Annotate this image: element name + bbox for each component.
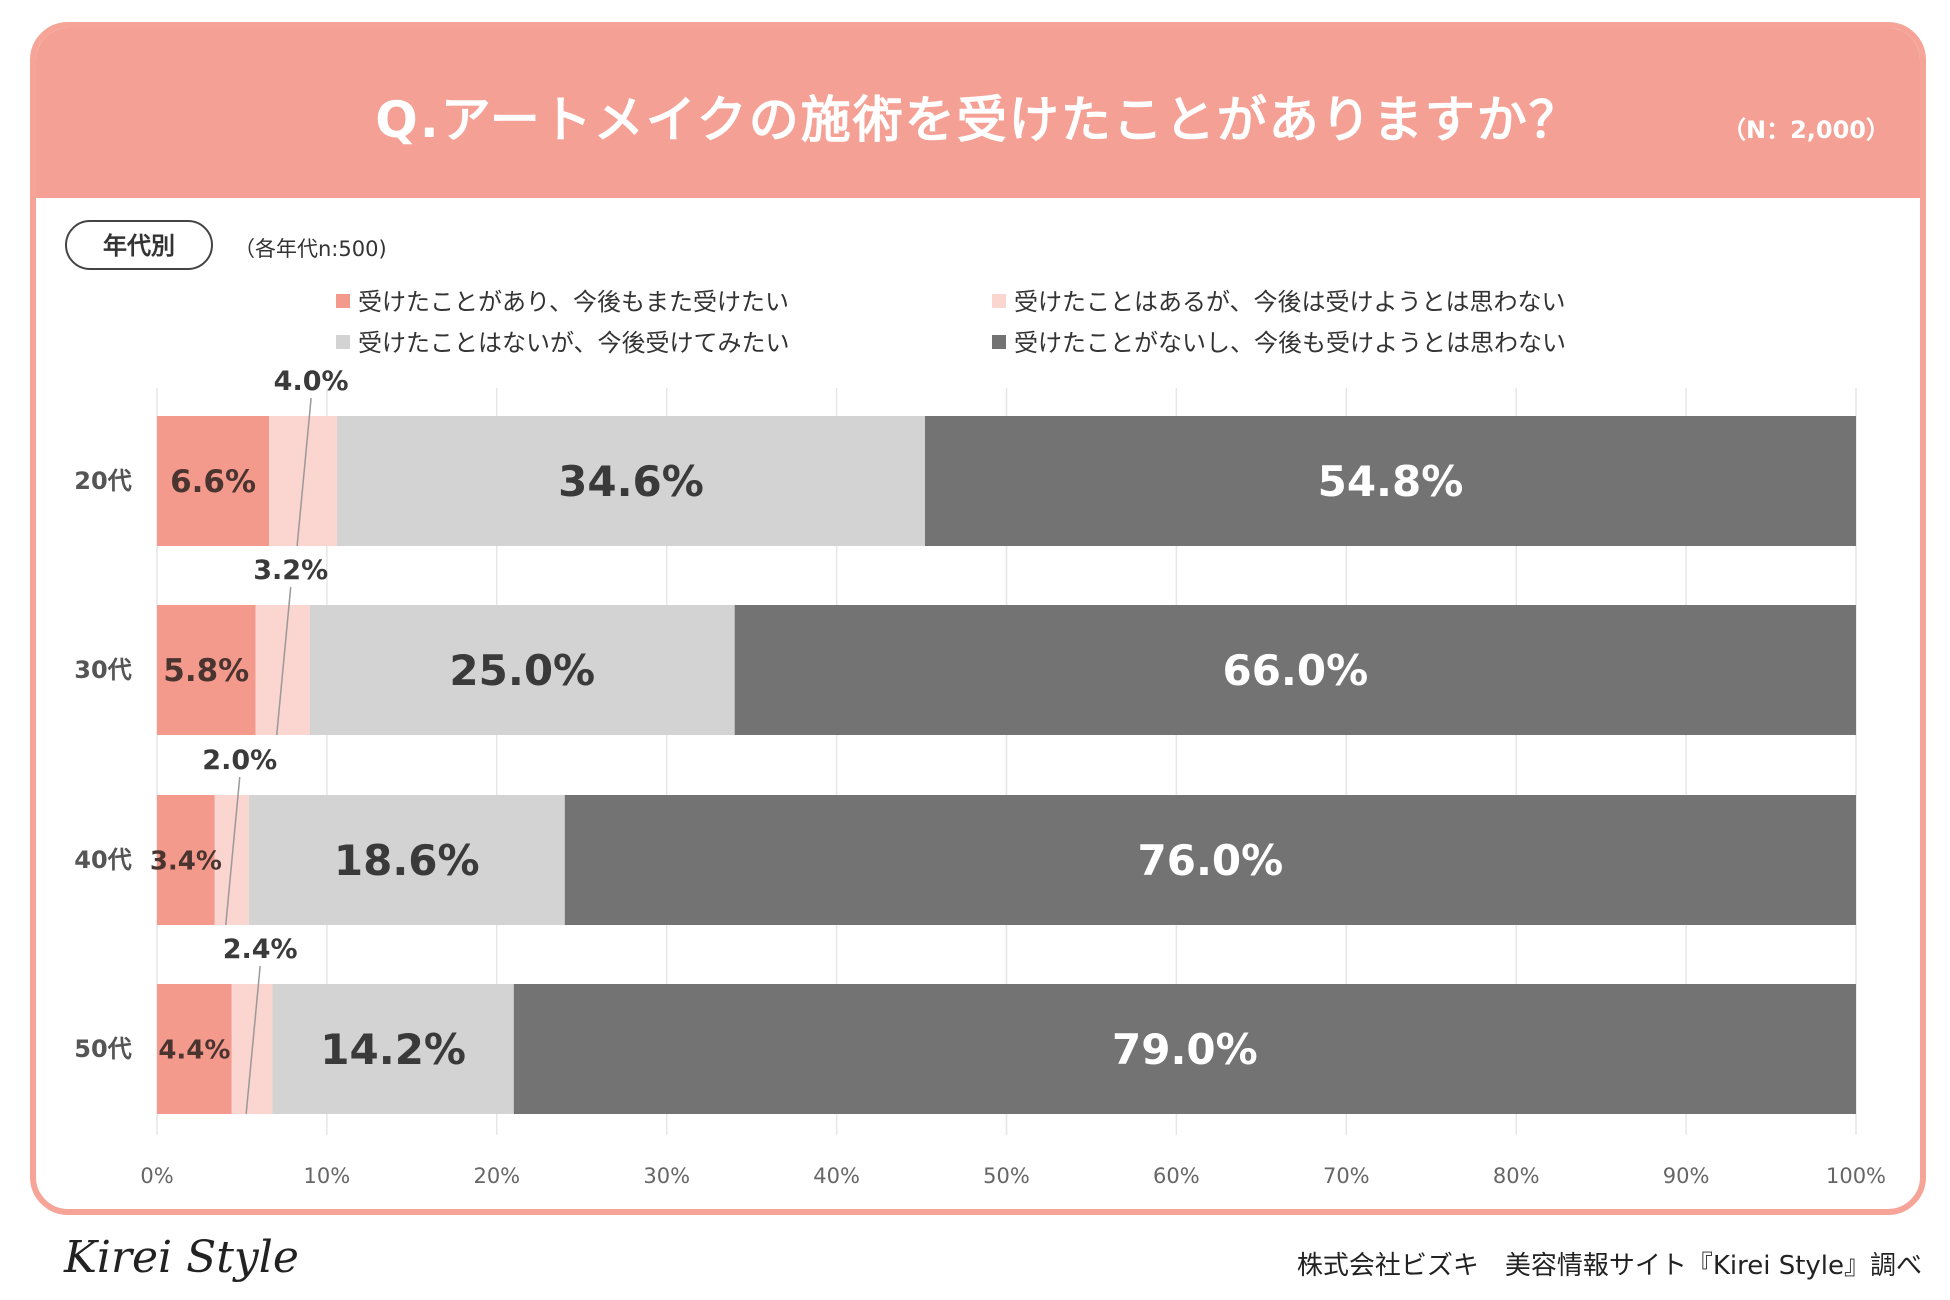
- category-label: 30代: [74, 656, 131, 684]
- bar-segment: [272, 984, 514, 1114]
- data-label: 18.6%: [334, 836, 480, 885]
- kirei-style-logo: Kirei Style: [64, 1232, 299, 1283]
- bar-segment: [924, 416, 1856, 546]
- x-tick-label: 30%: [643, 1164, 690, 1188]
- data-label: 66.0%: [1222, 646, 1368, 695]
- category-label: 20代: [74, 467, 131, 495]
- data-label: 3.4%: [150, 846, 222, 876]
- age-group-badge: 年代別: [103, 232, 175, 260]
- x-tick-label: 80%: [1493, 1164, 1540, 1188]
- bar-segment: [734, 605, 1857, 735]
- bar-segment: [248, 795, 565, 925]
- data-label: 54.8%: [1318, 457, 1464, 506]
- leader-line: [225, 776, 241, 926]
- data-label: 4.0%: [274, 366, 349, 397]
- leader-line: [296, 397, 312, 547]
- bar-segment: [337, 416, 925, 546]
- bar-segment: [309, 605, 735, 735]
- data-label: 5.8%: [163, 653, 249, 689]
- x-tick-label: 100%: [1826, 1164, 1886, 1188]
- x-tick-label: 0%: [140, 1164, 173, 1188]
- x-tick-label: 40%: [813, 1164, 860, 1188]
- category-label: 50代: [74, 1035, 131, 1063]
- bar-segment: [157, 984, 232, 1114]
- legend-swatch-4: [992, 335, 1006, 349]
- title-banner: Q.アートメイクの施術を受けたことがありますか？ （N：2,000）: [36, 28, 1920, 198]
- per-group-sample-note: （各年代n:500): [234, 237, 387, 261]
- data-label: 3.2%: [253, 555, 328, 586]
- x-tick-label: 90%: [1663, 1164, 1710, 1188]
- bar-segment: [157, 605, 256, 735]
- age-group-badge-frame: [65, 220, 213, 270]
- x-tick-label: 20%: [473, 1164, 520, 1188]
- data-label: 34.6%: [558, 457, 704, 506]
- x-tick-label: 50%: [983, 1164, 1030, 1188]
- x-tick-label: 70%: [1323, 1164, 1370, 1188]
- bar-segment: [157, 795, 215, 925]
- legend: 受けたことがあり、今後もまた受けたい 受けたことはあるが、今後は受けようとは思わな…: [336, 288, 1566, 357]
- bar-segment: [564, 795, 1856, 925]
- chart-title: Q.アートメイクの施術を受けたことがありますか？: [375, 91, 1581, 149]
- legend-label-2: 受けたことはあるが、今後は受けようとは思わない: [1014, 288, 1566, 316]
- data-label: 2.4%: [223, 934, 298, 965]
- data-label: 2.0%: [202, 745, 277, 776]
- x-axis: 0% 10% 20% 30% 40% 50% 60% 70% 80% 90% 100%: [140, 1164, 1886, 1188]
- data-label: 79.0%: [1112, 1025, 1258, 1074]
- legend-label-3: 受けたことはないが、今後受けてみたい: [358, 329, 790, 357]
- data-label: 6.6%: [170, 464, 256, 500]
- data-label: 4.4%: [158, 1035, 230, 1065]
- bars: 20代 6.6% 4.0% 34.6% 54.8% 30代 5.8% 3.2% 25.0% 66.…: [74, 366, 1857, 1115]
- source-credit: 株式会社ビズキ 美容情報サイト『Kirei Style』調べ: [1296, 1251, 1922, 1281]
- category-label: 40代: [74, 846, 131, 874]
- legend-swatch-2: [992, 294, 1006, 308]
- bar-segment: [157, 416, 270, 546]
- data-label: 25.0%: [449, 646, 595, 695]
- legend-label-1: 受けたことがあり、今後もまた受けたい: [358, 288, 789, 316]
- bar-segment: [513, 984, 1856, 1114]
- sample-size-label: （N：2,000）: [1722, 116, 1890, 144]
- data-label: 76.0%: [1138, 836, 1284, 885]
- legend-swatch-3: [336, 335, 350, 349]
- x-tick-label: 10%: [304, 1164, 351, 1188]
- data-label: 14.2%: [320, 1025, 466, 1074]
- x-tick-label: 60%: [1153, 1164, 1200, 1188]
- leader-line: [275, 586, 292, 736]
- leader-line: [245, 965, 261, 1115]
- legend-swatch-1: [336, 294, 350, 308]
- legend-label-4: 受けたことがないし、今後も受けようとは思わない: [1014, 329, 1566, 357]
